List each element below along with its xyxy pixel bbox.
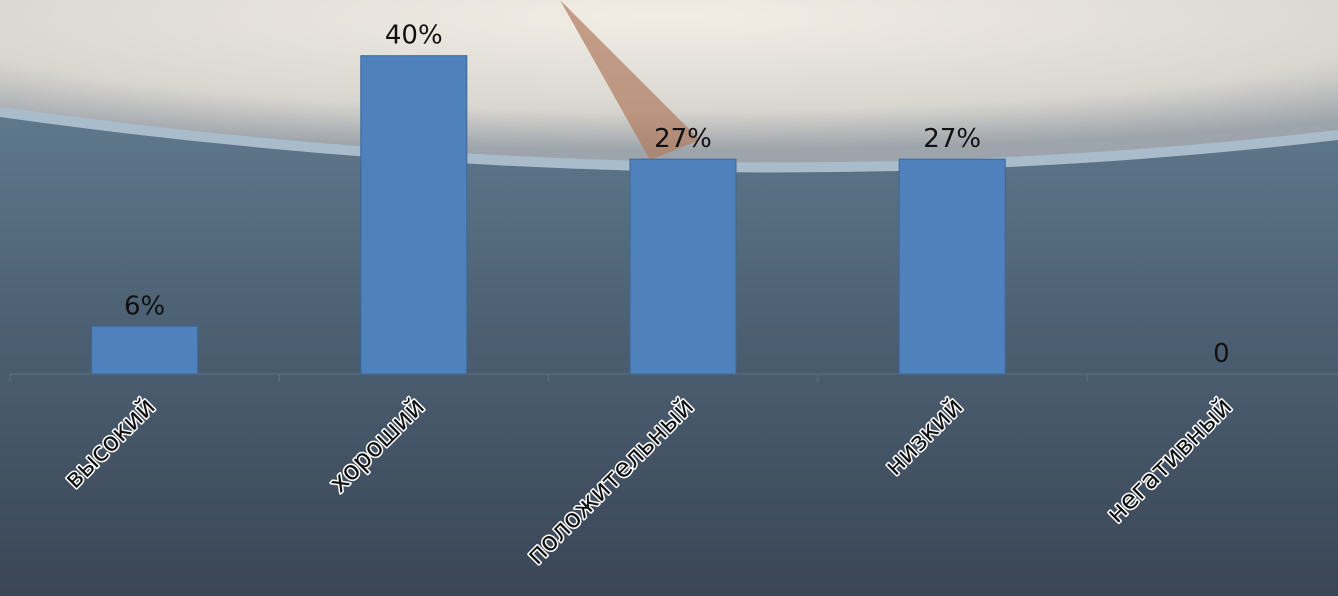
bar [91, 325, 199, 375]
value-label: 27% [923, 124, 981, 154]
bar [360, 55, 468, 375]
value-label: 40% [385, 21, 443, 51]
value-label: 6% [124, 291, 165, 321]
bar [629, 158, 737, 375]
value-label: 27% [654, 124, 712, 154]
photo-paper [0, 0, 1338, 168]
pencil [560, 0, 700, 160]
bar [898, 158, 1006, 375]
value-label: 0 [1213, 339, 1230, 369]
